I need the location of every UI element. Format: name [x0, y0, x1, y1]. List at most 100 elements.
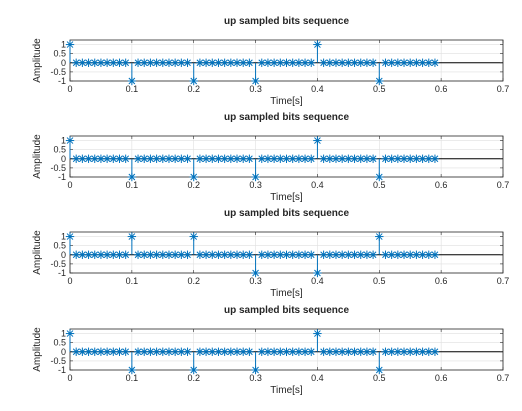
stem-marker: [375, 76, 384, 86]
stem-marker: [399, 154, 409, 163]
x-tick-label: 0.7: [497, 276, 510, 286]
y-tick-label: -1: [58, 365, 66, 375]
stem-marker: [127, 365, 137, 375]
stem-marker: [201, 347, 211, 356]
x-axis-label: Time[s]: [270, 288, 303, 299]
stem-marker: [381, 154, 390, 163]
stem-marker: [78, 347, 87, 356]
stem-marker: [71, 58, 81, 67]
stem-marker: [276, 347, 285, 356]
stem-marker: [418, 347, 427, 356]
y-axis-label: Amplitude: [32, 230, 43, 275]
stem-marker: [245, 250, 254, 259]
stem-marker: [195, 347, 205, 356]
stem-marker: [109, 250, 118, 259]
stem-marker: [307, 154, 316, 163]
stem-marker: [158, 250, 167, 259]
stem-marker: [313, 40, 322, 49]
stem-marker: [189, 365, 198, 375]
y-tick-label: 1: [61, 232, 66, 242]
stem-marker: [251, 365, 260, 375]
stem-marker: [325, 58, 334, 67]
y-tick-label: 0: [61, 347, 66, 357]
stem-marker: [257, 154, 266, 163]
stem-marker: [140, 58, 149, 67]
stem-marker: [375, 172, 384, 182]
stem-marker: [381, 250, 390, 259]
stem-marker: [362, 347, 372, 356]
stem-marker: [109, 58, 118, 67]
stem-marker: [313, 329, 322, 338]
stem-marker: [102, 250, 112, 259]
y-tick-label: 1: [61, 40, 66, 50]
y-tick-label: 0: [61, 250, 66, 260]
x-tick-label: 0.3: [249, 180, 262, 190]
chart-title: up sampled bits sequence: [224, 16, 349, 27]
stem-marker: [127, 76, 137, 86]
stem-marker: [430, 347, 440, 356]
stem-marker: [133, 58, 143, 67]
stem-marker: [362, 250, 372, 259]
stem-marker: [140, 154, 149, 163]
y-tick-label: -1: [58, 76, 66, 86]
stem-marker: [337, 154, 347, 163]
stem-marker: [399, 347, 409, 356]
x-tick-label: 0.3: [249, 84, 262, 94]
stem-marker: [375, 232, 384, 241]
stem-marker: [239, 347, 248, 356]
y-tick-label: -0.5: [50, 356, 66, 366]
x-axis-label: Time[s]: [270, 192, 303, 203]
y-axis-label: Amplitude: [32, 38, 43, 83]
stem-marker: [350, 154, 359, 163]
stem-marker: [399, 250, 409, 259]
stem-marker: [121, 58, 130, 67]
subplot-3: 0 0.1 0.2 0.3 0.4 0.5 0.6 0.710.50-0.5-1up samp…: [32, 208, 509, 299]
stem-marker: [245, 154, 254, 163]
y-axis-label: Amplitude: [32, 327, 43, 372]
stem-marker: [269, 347, 279, 356]
stem-marker: [226, 154, 236, 163]
x-tick-label: 0: [67, 84, 72, 94]
stem-marker: [164, 347, 174, 356]
stem-marker: [170, 58, 180, 67]
stem-marker: [263, 154, 273, 163]
stem-marker: [109, 154, 118, 163]
stem-marker: [65, 136, 75, 145]
y-tick-label: 0: [61, 154, 66, 164]
x-axis-label: Time[s]: [270, 96, 303, 107]
y-tick-label: 0.5: [53, 145, 66, 155]
stem-marker: [307, 347, 316, 356]
stem-marker: [96, 347, 106, 356]
stem-marker: [189, 172, 198, 182]
x-tick-label: 0.5: [373, 276, 386, 286]
stem-marker: [115, 154, 124, 163]
chart-title: up sampled bits sequence: [224, 305, 349, 316]
stem-marker: [177, 250, 186, 259]
stem-marker: [71, 347, 81, 356]
stem-marker: [65, 232, 75, 241]
x-tick-label: 0: [67, 180, 72, 190]
stem-marker: [319, 347, 328, 356]
stem-marker: [325, 347, 334, 356]
stem-marker: [313, 136, 322, 145]
x-tick-label: 0.7: [497, 180, 510, 190]
stem-marker: [121, 250, 130, 259]
stem-marker: [406, 154, 415, 163]
stem-marker: [430, 58, 440, 67]
stem-marker: [177, 58, 186, 67]
x-tick-label: 0.3: [249, 373, 262, 383]
x-tick-label: 0.5: [373, 373, 386, 383]
chart-title: up sampled bits sequence: [224, 112, 349, 123]
x-tick-label: 0.2: [187, 180, 200, 190]
x-tick-label: 0.5: [373, 84, 386, 94]
stem-marker: [307, 250, 316, 259]
y-tick-label: -0.5: [50, 259, 66, 269]
stem-marker: [375, 365, 384, 375]
stem-marker: [251, 268, 260, 278]
x-tick-label: 0.2: [187, 373, 200, 383]
x-axis-label: Time[s]: [270, 385, 303, 396]
x-tick-label: 0.6: [435, 276, 448, 286]
x-tick-label: 0.1: [126, 84, 139, 94]
